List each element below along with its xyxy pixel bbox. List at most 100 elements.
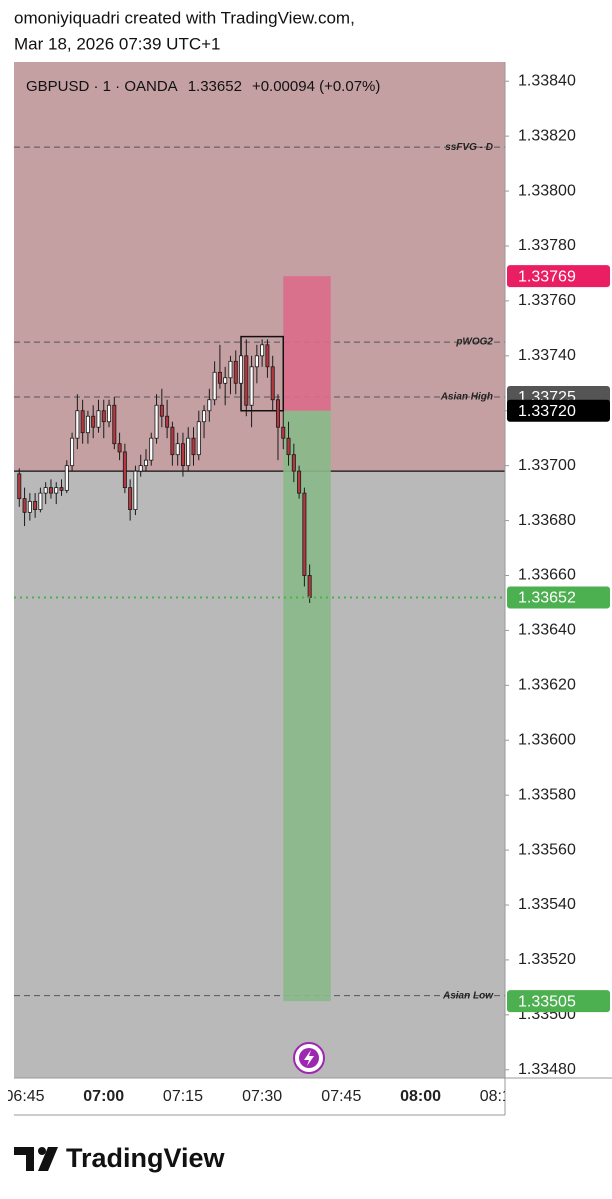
candle-body xyxy=(17,473,22,500)
position-stop xyxy=(283,276,331,411)
footer-logo xyxy=(14,1147,58,1171)
candle-body xyxy=(159,404,164,417)
candle-body xyxy=(144,459,148,467)
level-label: pWOG2 xyxy=(455,337,493,348)
x-tick-label: 07:30 xyxy=(242,1088,282,1105)
y-tick-label: 1.33780 xyxy=(518,237,576,254)
footer-brand: TradingView xyxy=(66,1143,226,1173)
candle-body xyxy=(207,399,212,412)
candle-body xyxy=(260,344,265,357)
level-label: Asian Low xyxy=(442,990,494,1001)
y-tick-label: 1.33600 xyxy=(518,731,576,748)
candle-body xyxy=(54,487,59,494)
candle-body xyxy=(281,426,286,439)
y-tick-label: 1.33640 xyxy=(518,622,576,639)
y-tick-label: 1.33840 xyxy=(518,72,576,89)
candle-body xyxy=(154,404,159,439)
candle-body xyxy=(175,443,180,456)
candle-body xyxy=(85,415,90,434)
candle-body xyxy=(286,437,291,456)
legend-last: 1.33652 xyxy=(188,78,242,95)
candle-body xyxy=(64,465,69,491)
upper-zone xyxy=(14,62,505,472)
y-tick-label: 1.33620 xyxy=(518,677,576,694)
y-tick-label: 1.33700 xyxy=(518,457,576,474)
candle-body xyxy=(223,377,228,384)
plot: ssFVG - D pWOG2 Asian High Asian Low xyxy=(14,62,505,1001)
candle-body xyxy=(122,451,127,489)
candle-body xyxy=(297,470,302,494)
alert-icon xyxy=(293,1042,325,1074)
candle-body xyxy=(107,404,112,423)
candle-body xyxy=(265,344,270,368)
y-tick-label: 1.33740 xyxy=(518,347,576,364)
price-tag xyxy=(507,586,610,609)
y-tick-label: 1.33520 xyxy=(518,951,576,968)
y-tick-label: 1.33580 xyxy=(518,786,576,803)
candle-body xyxy=(217,371,222,384)
candle-body xyxy=(212,371,217,401)
x-tick-label: 07:15 xyxy=(163,1088,203,1105)
candle-body xyxy=(275,399,280,428)
price-tag xyxy=(507,265,610,288)
candle-body xyxy=(43,487,48,494)
candle-body xyxy=(27,500,32,513)
level-label: ssFVG - D xyxy=(445,142,493,153)
candle-body xyxy=(48,487,53,494)
y-tick-label: 1.33760 xyxy=(518,292,576,309)
candle-body xyxy=(239,355,244,384)
candle-body xyxy=(128,487,133,510)
attribution-line: omoniyiquadri created with TradingView.c… xyxy=(14,8,355,27)
candle-body xyxy=(307,575,312,598)
candle-body xyxy=(138,465,143,472)
x-tick-label: 07:00 xyxy=(83,1088,124,1105)
price-axis xyxy=(505,62,612,1078)
y-tick-label: 1.33480 xyxy=(518,1061,576,1078)
candle-body xyxy=(22,498,27,513)
candle-body xyxy=(180,443,185,467)
candle-body xyxy=(70,437,75,467)
price-tag xyxy=(507,990,610,1013)
candle-body xyxy=(249,366,254,406)
x-tick-label: 08:15 xyxy=(480,1088,520,1105)
y-tick-label: 1.33660 xyxy=(518,567,576,584)
candle-body xyxy=(75,410,80,439)
candle-body xyxy=(302,492,307,576)
candle-body xyxy=(101,410,106,423)
x-tick-label: 08:00 xyxy=(400,1088,441,1105)
x-tick-label: 06:45 xyxy=(5,1088,45,1105)
y-tick-label: 1.33540 xyxy=(518,896,576,913)
candle-body xyxy=(191,437,196,456)
level-label: Asian High xyxy=(440,392,493,403)
price-tag-label: 1.33720 xyxy=(518,403,576,420)
candle-body xyxy=(244,355,249,406)
attribution-line: Mar 18, 2026 07:39 UTC+1 xyxy=(14,34,220,53)
candle-body xyxy=(133,470,138,510)
legend-change: +0.00094 (+0.07%) xyxy=(252,78,380,95)
y-tick-label: 1.33820 xyxy=(518,127,576,144)
legend-symbol: GBPUSD · 1 · OANDA xyxy=(26,78,178,95)
candle-body xyxy=(270,366,275,401)
x-tick-label: 07:45 xyxy=(321,1088,361,1105)
price-tag-label: 1.33769 xyxy=(518,268,576,285)
candle-body xyxy=(91,415,96,428)
price-tag-label: 1.33505 xyxy=(518,993,576,1010)
candle-body xyxy=(254,355,259,368)
candle-body xyxy=(96,410,101,428)
candle-body xyxy=(33,500,38,510)
candle-body xyxy=(196,421,201,456)
position-target xyxy=(283,410,331,1002)
candle-body xyxy=(186,437,191,467)
price-tag xyxy=(507,399,610,422)
candle-body xyxy=(38,492,43,510)
candle-body xyxy=(233,360,238,384)
price-axis-labels: 1.33840 1.33820 1.33800 1.33780 1.33760 1.337… xyxy=(505,72,576,1078)
price-tag-label: 1.33652 xyxy=(518,590,576,607)
legend: GBPUSD · 1 · OANDA 1.33652 +0.00094 (+0.07… xyxy=(26,78,380,95)
candle-body xyxy=(202,410,207,423)
candle-body xyxy=(112,404,117,445)
candle-body xyxy=(59,487,64,491)
